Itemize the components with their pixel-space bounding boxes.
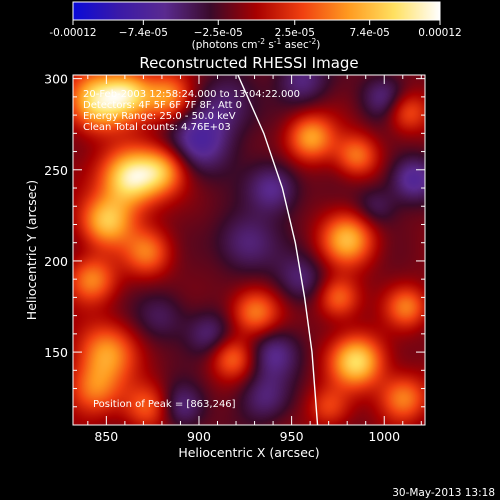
- plot-area: 850 900 950 1000 150 200 250 300: [44, 72, 426, 444]
- annotation-energy-range: Energy Range: 25.0 - 50.0 keV: [83, 111, 236, 122]
- y-tick-label: 300: [44, 72, 68, 87]
- heatmap-image: [73, 75, 425, 425]
- x-tick-label: 900: [187, 429, 211, 444]
- axis-ticks: 850 900 950 1000 150 200 250 300: [44, 72, 425, 444]
- colorbar-tick-label: −2.5e-05: [194, 27, 243, 39]
- y-tick-label: 200: [44, 254, 68, 269]
- colorbar: -0.00012 −7.4e-05 −2.5e-05 2.5e-05 7.4e-05 0.…: [49, 1, 462, 51]
- peak-position-label: Position of Peak = [863,246]: [93, 399, 236, 410]
- observation-annotation: 20-Feb-2003 12:58:24.000 to 13:04:22.000…: [83, 89, 300, 133]
- y-tick-label: 150: [44, 345, 68, 360]
- annotation-detectors: Detectors: 4F 5F 6F 7F 8F, Att 0: [83, 100, 242, 111]
- footer-date: 30-May-2013 13:18: [392, 487, 495, 499]
- colorbar-tick-label: 7.4e-05: [350, 27, 390, 39]
- plot-frame: [72, 74, 426, 426]
- colorbar-unit-label: (photons cm-2 s-1 asec-2): [192, 37, 321, 51]
- x-tick-label: 950: [280, 429, 304, 444]
- colorbar-tick-label: 2.5e-05: [275, 27, 315, 39]
- x-tick-label: 1000: [368, 429, 400, 444]
- x-tick-label: 850: [94, 429, 118, 444]
- colorbar-tick-label: -0.00012: [49, 27, 96, 39]
- y-axis-label: Heliocentric Y (arcsec): [24, 180, 39, 320]
- chart-title: Reconstructed RHESSI Image: [139, 54, 358, 72]
- y-tick-label: 250: [44, 163, 68, 178]
- colorbar-ticks: -0.00012 −7.4e-05 −2.5e-05 2.5e-05 7.4e-05 0.…: [49, 20, 462, 39]
- solar-limb-curve: [237, 75, 319, 425]
- colorbar-tick-label: 0.00012: [418, 27, 461, 39]
- annotation-clean-counts: Clean Total counts: 4.76E+03: [83, 122, 231, 133]
- colorbar-tick-label: −7.4e-05: [119, 27, 168, 39]
- annotation-time-range: 20-Feb-2003 12:58:24.000 to 13:04:22.000: [83, 89, 300, 100]
- colorbar-gradient: [72, 1, 441, 21]
- x-axis-label: Heliocentric X (arcsec): [178, 445, 319, 460]
